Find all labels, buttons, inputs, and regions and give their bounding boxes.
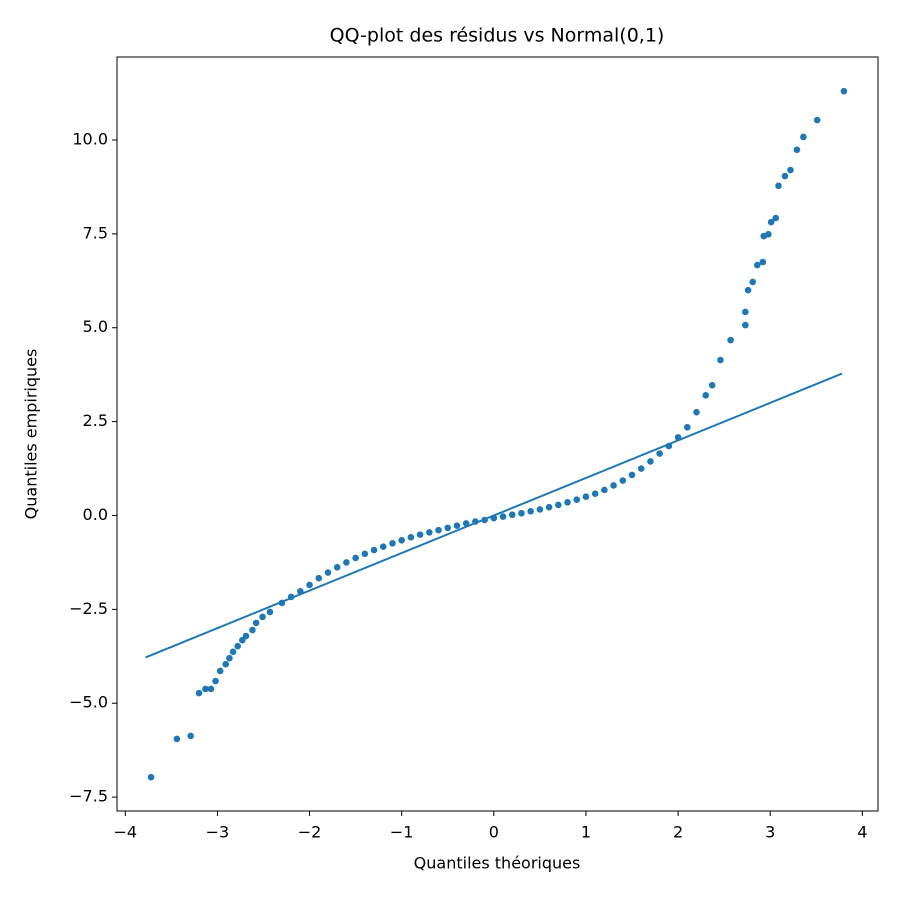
point [361,550,369,558]
point [749,278,757,286]
point [742,321,749,329]
point [202,685,209,693]
point [619,477,627,484]
point [389,539,396,547]
point [564,499,571,506]
y-tick-label: −7.5 [69,787,108,806]
point [379,543,387,550]
point [787,166,794,174]
point [216,667,224,675]
point [343,559,350,566]
point [793,146,801,154]
point [744,286,752,294]
point [693,408,700,416]
x-tick-label: 0 [489,823,499,842]
point [555,501,562,509]
y-tick-label: −5.0 [69,693,108,712]
point [759,258,767,266]
x-tick-label: −4 [113,823,137,842]
x-tick-label: 2 [673,823,683,842]
point [234,642,241,650]
point [242,632,250,640]
point [717,356,724,364]
point [573,496,581,504]
plot-frame [116,56,879,812]
point [800,133,807,141]
y-tick-label: 5.0 [83,317,108,336]
x-tick-label: −1 [390,823,414,842]
point [754,261,761,269]
point [207,685,215,693]
point [591,490,599,498]
point [628,471,636,479]
point [266,608,274,616]
point [352,554,359,562]
point [536,506,544,513]
x-tick-label: 4 [857,823,867,842]
point [370,546,378,554]
y-tick-label: 7.5 [83,223,108,242]
point [545,503,553,511]
point [601,486,608,494]
chart-title: QQ-plot des résidus vs Normal(0,1) [330,25,665,47]
point [212,677,219,685]
x-tick-label: 3 [765,823,775,842]
point [453,522,461,529]
x-axis-label: Quantiles théoriques [414,854,581,873]
point [647,458,654,465]
point [518,509,525,517]
point [249,626,256,634]
x-tick-label: −2 [298,823,322,842]
y-tick-label: 0.0 [83,505,108,524]
point [252,619,260,627]
point [147,773,155,781]
point [610,482,617,489]
point [813,116,821,124]
y-tick-label: 10.0 [72,129,108,148]
reference-line [145,372,843,659]
point [416,531,424,538]
point [767,218,775,226]
point [781,172,789,180]
point [772,214,780,222]
x-tick-label: 1 [581,823,591,842]
point [315,574,323,582]
point [702,392,710,399]
point [407,533,415,541]
point [398,536,405,544]
point [775,182,782,190]
y-tick-label: −2.5 [69,599,108,618]
point [444,524,452,532]
point [173,735,181,743]
point [683,423,691,431]
point [765,230,772,238]
point [259,613,266,621]
point [229,648,237,656]
point [324,569,332,576]
y-tick-label: 2.5 [83,411,108,430]
point [527,508,534,515]
point [727,336,734,344]
point [333,564,341,571]
point [742,308,749,316]
point [426,529,433,536]
point [435,526,442,534]
y-axis-label: Quantiles empiriques [22,349,41,520]
point [637,465,645,472]
point [222,660,230,668]
point [708,381,716,389]
point [656,450,663,457]
point [508,511,516,519]
point [187,732,195,740]
point [840,87,848,95]
point [582,493,590,501]
point [306,581,313,589]
x-tick-label: −3 [206,823,230,842]
point [195,689,203,697]
point [226,654,233,662]
point [499,513,507,520]
